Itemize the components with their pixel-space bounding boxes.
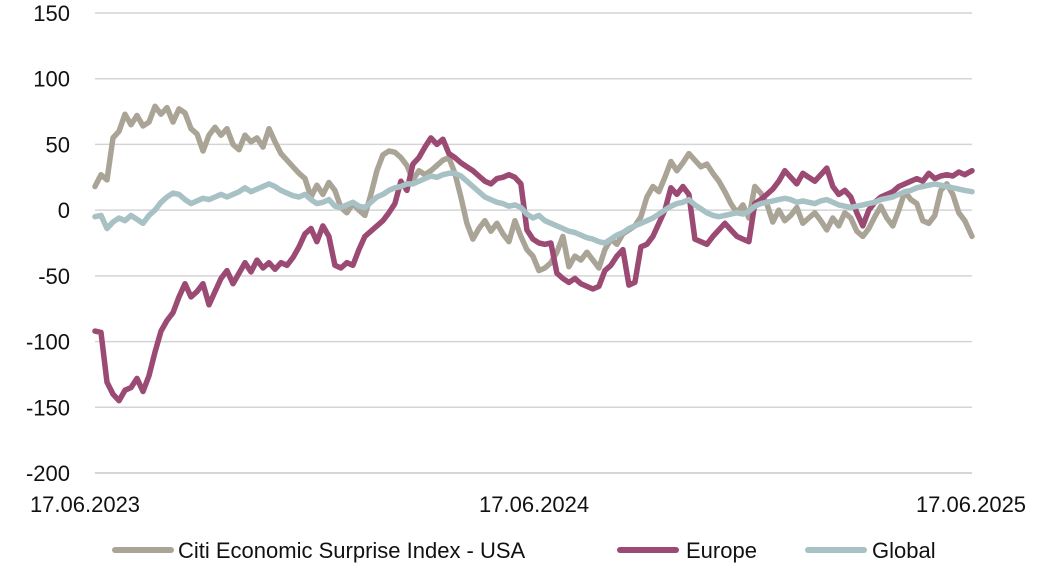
x-tick-label: 17.06.2025 [916,492,1026,517]
y-tick-label: -150 [26,395,70,420]
series-line-global [92,170,975,246]
legend-item: Citi Economic Surprise Index - USA [112,538,526,563]
legend-label: Citi Economic Surprise Index - USA [178,538,526,563]
legend-item: Global [805,538,936,563]
legend-label: Global [872,538,936,563]
y-tick-label: 50 [46,132,70,157]
y-tick-label: 100 [33,67,70,92]
legend: Citi Economic Surprise Index - USA Europe… [112,538,936,563]
series-lines [92,103,975,404]
legend-item: Europe [617,538,757,563]
y-tick-label: -100 [26,330,70,355]
legend-label: Europe [686,538,757,563]
gridlines [95,12,972,474]
x-tick-label: 17.06.2023 [30,492,140,517]
series-line-citi-economic-surprise-index-usa [92,103,975,274]
x-axis: 17.06.2023 17.06.2024 17.06.2025 [30,492,1026,517]
y-tick-label: -50 [38,264,70,289]
y-tick-label: 0 [58,198,70,223]
y-tick-label: 150 [33,1,70,26]
x-tick-label: 17.06.2024 [479,492,589,517]
y-axis: 150 100 50 0 -50 -100 -150 -200 [26,1,70,486]
y-tick-label: -200 [26,461,70,486]
series-line-europe [92,135,975,404]
